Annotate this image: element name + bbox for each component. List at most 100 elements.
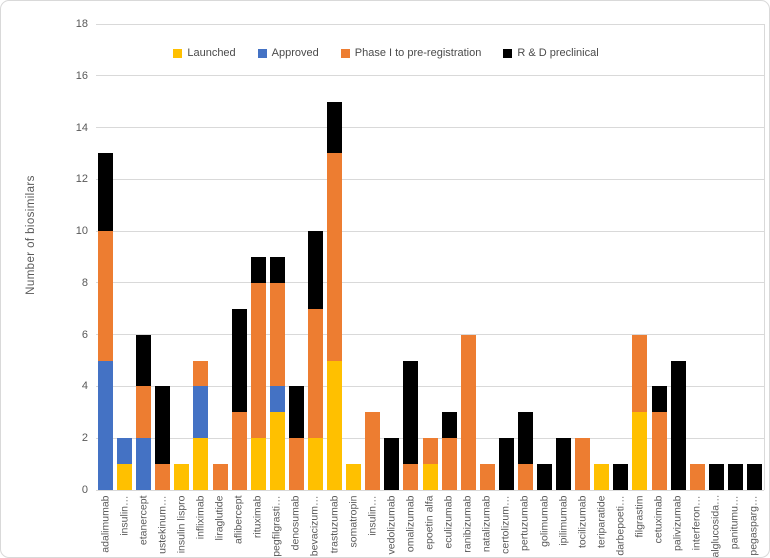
bar-segment-r-d-preclinical[interactable] bbox=[498, 438, 514, 490]
bar-segment-phase-i-to-pre-registration[interactable] bbox=[517, 464, 533, 490]
gridline bbox=[96, 282, 764, 284]
y-tick-label: 6 bbox=[81, 328, 88, 341]
bar-segment-phase-i-to-pre-registration[interactable] bbox=[422, 438, 438, 465]
gridline bbox=[96, 75, 764, 77]
bar-segment-launched[interactable] bbox=[174, 464, 190, 490]
x-tick-label: omalizumab bbox=[404, 495, 417, 552]
bar-segment-launched[interactable] bbox=[193, 438, 209, 490]
bar-segment-r-d-preclinical[interactable] bbox=[708, 464, 724, 490]
bar-segment-r-d-preclinical[interactable] bbox=[403, 360, 419, 465]
bar-segment-phase-i-to-pre-registration[interactable] bbox=[269, 282, 285, 387]
bar-segment-r-d-preclinical[interactable] bbox=[556, 438, 572, 490]
bar-segment-launched[interactable] bbox=[307, 438, 323, 490]
x-tick-label: ustekinum… bbox=[156, 495, 169, 554]
x-tick-label: liraglutide bbox=[213, 495, 226, 540]
legend-label: R & D preclinical bbox=[517, 47, 599, 59]
bar-segment-r-d-preclinical[interactable] bbox=[727, 464, 743, 490]
bar-segment-r-d-preclinical[interactable] bbox=[613, 464, 629, 490]
bar-segment-r-d-preclinical[interactable] bbox=[651, 386, 667, 413]
bar-segment-launched[interactable] bbox=[594, 464, 610, 490]
bar-segment-r-d-preclinical[interactable] bbox=[250, 257, 266, 283]
bar-segment-phase-i-to-pre-registration[interactable] bbox=[307, 308, 323, 439]
bar-segment-phase-i-to-pre-registration[interactable] bbox=[651, 412, 667, 490]
y-tick-label: 16 bbox=[75, 69, 88, 82]
x-tick-label: bevacizum… bbox=[308, 495, 321, 556]
bar-segment-phase-i-to-pre-registration[interactable] bbox=[327, 153, 343, 361]
bar-segment-launched[interactable] bbox=[250, 438, 266, 490]
x-tick-label: epoetin alfa bbox=[423, 495, 436, 550]
x-tick-label: eculizumab bbox=[442, 495, 455, 549]
bar-segment-r-d-preclinical[interactable] bbox=[537, 464, 552, 490]
bar-segment-phase-i-to-pre-registration[interactable] bbox=[365, 412, 381, 490]
bar-segment-r-d-preclinical[interactable] bbox=[517, 412, 533, 465]
gridline bbox=[96, 489, 764, 491]
bar-segment-phase-i-to-pre-registration[interactable] bbox=[460, 334, 476, 490]
x-tick-label: insulin… bbox=[366, 495, 379, 536]
bar-segment-r-d-preclinical[interactable] bbox=[269, 257, 285, 283]
bar-segment-phase-i-to-pre-registration[interactable] bbox=[250, 282, 266, 439]
x-tick-label: palivizumab bbox=[671, 495, 684, 551]
bar-segment-approved[interactable] bbox=[98, 360, 114, 490]
bar-segment-phase-i-to-pre-registration[interactable] bbox=[231, 412, 247, 490]
x-tick-label: adalimumab bbox=[99, 495, 112, 553]
bar-segment-approved[interactable] bbox=[193, 386, 209, 439]
bar-segment-phase-i-to-pre-registration[interactable] bbox=[403, 464, 419, 490]
legend: Launched Approved Phase I to pre-registrat… bbox=[1, 45, 769, 61]
legend-swatch-icon bbox=[173, 48, 183, 58]
x-tick-label: denosumab bbox=[289, 495, 302, 550]
bar-segment-phase-i-to-pre-registration[interactable] bbox=[193, 360, 209, 387]
legend-item-phase-i-to-pre-registration[interactable]: Phase I to pre-registration bbox=[340, 47, 481, 59]
gridline bbox=[96, 385, 764, 387]
x-tick-label: ipilimumab bbox=[557, 495, 570, 546]
bar-segment-launched[interactable] bbox=[346, 464, 362, 490]
bar-segment-launched[interactable] bbox=[422, 464, 438, 490]
bar-segment-phase-i-to-pre-registration[interactable] bbox=[288, 438, 304, 490]
bar-segment-r-d-preclinical[interactable] bbox=[670, 360, 686, 490]
plot-right-border bbox=[764, 24, 765, 490]
gridline bbox=[96, 178, 764, 180]
bar-segment-r-d-preclinical[interactable] bbox=[327, 101, 343, 154]
x-tick-label: somatropin bbox=[347, 495, 360, 547]
bar-segment-phase-i-to-pre-registration[interactable] bbox=[212, 464, 228, 490]
bar-segment-launched[interactable] bbox=[269, 412, 285, 490]
bar-segment-r-d-preclinical[interactable] bbox=[384, 438, 400, 490]
bar-segment-approved[interactable] bbox=[136, 438, 152, 490]
gridline bbox=[96, 334, 764, 336]
bar-segment-phase-i-to-pre-registration[interactable] bbox=[98, 231, 114, 361]
bar-segment-r-d-preclinical[interactable] bbox=[231, 308, 247, 413]
y-tick-label: 10 bbox=[75, 225, 88, 238]
x-tick-label: panitumu… bbox=[728, 495, 741, 549]
x-tick-label: infliximab bbox=[194, 495, 207, 539]
bar-segment-r-d-preclinical[interactable] bbox=[441, 412, 457, 439]
bar-segment-r-d-preclinical[interactable] bbox=[136, 334, 152, 387]
bar-segment-phase-i-to-pre-registration[interactable] bbox=[136, 386, 152, 439]
y-tick-label: 18 bbox=[75, 18, 88, 30]
bar-segment-phase-i-to-pre-registration[interactable] bbox=[155, 464, 171, 490]
bar-segment-phase-i-to-pre-registration[interactable] bbox=[441, 438, 457, 490]
legend-item-launched[interactable]: Launched bbox=[173, 47, 236, 59]
bar-segment-phase-i-to-pre-registration[interactable] bbox=[689, 464, 705, 490]
x-tick-label: teriparatide bbox=[595, 495, 608, 548]
x-tick-label: alglucosida… bbox=[709, 495, 722, 557]
bar-segment-phase-i-to-pre-registration[interactable] bbox=[632, 334, 648, 413]
legend-label: Launched bbox=[187, 47, 236, 59]
bar-segment-launched[interactable] bbox=[632, 412, 648, 490]
bar-segment-r-d-preclinical[interactable] bbox=[746, 464, 762, 490]
legend-item-r-d-preclinical[interactable]: R & D preclinical bbox=[503, 47, 599, 59]
legend-swatch-icon bbox=[503, 48, 513, 58]
bar-segment-r-d-preclinical[interactable] bbox=[307, 231, 323, 309]
bar-segment-r-d-preclinical[interactable] bbox=[288, 386, 304, 439]
bar-segment-phase-i-to-pre-registration[interactable] bbox=[479, 464, 495, 490]
bar-segment-phase-i-to-pre-registration[interactable] bbox=[575, 438, 591, 490]
x-tick-label: aflibercept bbox=[232, 495, 245, 544]
bar-segment-approved[interactable] bbox=[117, 438, 133, 465]
bar-segment-r-d-preclinical[interactable] bbox=[98, 153, 114, 232]
bar-segment-launched[interactable] bbox=[327, 360, 343, 490]
x-tick-label: etanercept bbox=[137, 495, 150, 545]
bar-segment-r-d-preclinical[interactable] bbox=[155, 386, 171, 465]
bar-segment-approved[interactable] bbox=[269, 386, 285, 413]
legend-item-approved[interactable]: Approved bbox=[257, 47, 319, 59]
gridline bbox=[96, 230, 764, 232]
bar-segment-launched[interactable] bbox=[117, 464, 133, 490]
